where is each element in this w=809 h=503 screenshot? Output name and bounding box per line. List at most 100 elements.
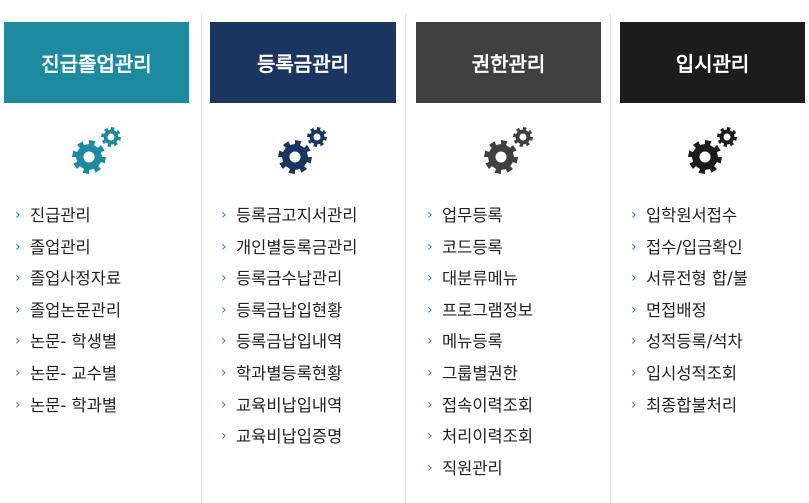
column-divider (201, 14, 202, 503)
menu-item-label: 입학원서접수 (646, 206, 738, 225)
menu-item-label: 졸업관리 (30, 237, 91, 257)
small-gear-hole (519, 133, 526, 141)
menu-item[interactable]: › 접속이력조회 (416, 390, 601, 422)
chevron-right-icon: › (221, 428, 227, 445)
menu-item[interactable]: › 입학원서접수 (620, 200, 805, 232)
menu-item-label: 서류전형 합/불 (646, 269, 748, 289)
menu-item-label: 논문- 학생별 (30, 332, 118, 352)
menu-list-admission: › 입학원서접수 › 접수/입금확인 › 서류전형 합/불 › 면접배정 › 성적등록/석차 › 입시… (620, 200, 805, 421)
chevron-right-icon: › (221, 396, 227, 413)
chevron-right-icon: › (427, 428, 433, 445)
menu-list-tuition: › 등록금고지서관리 › 개인별등록금관리 › 등록금수납관리 › 등록금납입현황 › 등록금납입… (210, 200, 396, 453)
menu-item[interactable]: › 메뉴등록 (416, 326, 601, 358)
large-gear-hole (83, 151, 94, 163)
menu-item-label: 논문- 교수별 (30, 363, 118, 383)
large-gear-hole (289, 151, 301, 163)
menu-item-label: 논문- 학과별 (30, 395, 118, 415)
menu-item[interactable]: › 처리이력조회 (416, 421, 601, 453)
gears-icon (620, 126, 805, 176)
menu-item[interactable]: › 등록금수납관리 (210, 263, 396, 295)
menu-item-label: 대분류메뉴 (442, 269, 518, 289)
chevron-right-icon: › (221, 207, 227, 223)
menu-item[interactable]: › 성적등록/석차 (620, 326, 805, 358)
menu-item[interactable]: › 졸업논문관리 (4, 295, 189, 327)
menu-item[interactable]: › 논문- 교수별 (4, 358, 189, 390)
gears-icon (4, 126, 189, 176)
menu-item[interactable]: › 직원관리 (416, 453, 601, 485)
chevron-right-icon: › (427, 333, 433, 350)
menu-item[interactable]: › 접수/입금확인 (620, 232, 805, 264)
menu-item[interactable]: › 진급관리 (4, 200, 189, 232)
menu-item-label: 개인별등록금관리 (236, 237, 358, 257)
menu-item-label: 등록금고지서관리 (236, 206, 358, 225)
chevron-right-icon: › (221, 238, 227, 255)
small-gear-hole (723, 133, 730, 141)
chevron-right-icon: › (631, 396, 637, 413)
menu-item-label: 등록금납입내역 (236, 332, 343, 352)
menu-item[interactable]: › 졸업사정자료 (4, 263, 189, 295)
header-permission[interactable]: 권한관리 (416, 22, 601, 103)
menu-item[interactable]: › 논문- 학생별 (4, 326, 189, 358)
menu-item-label: 처리이력조회 (442, 427, 534, 447)
menu-item-label: 면접배정 (646, 300, 707, 320)
menu-item-label: 업무등록 (442, 206, 503, 225)
menu-item[interactable]: › 면접배정 (620, 295, 805, 327)
menu-item[interactable]: › 프로그램정보 (416, 295, 601, 327)
menu-item[interactable]: › 학과별등록현황 (210, 358, 396, 390)
column-graduation: 진급졸업관리 › 진급관리 › 졸업관리 › 졸업사정자료 › 졸업논문관리 › 논문- 학생별 ›… (4, 0, 189, 503)
chevron-right-icon: › (631, 207, 637, 223)
menu-item[interactable]: › 코드등록 (416, 232, 601, 264)
column-tuition: 등록금관리 › 등록금고지서관리 › 개인별등록금관리 › 등록금수납관리 › 등록금납입현황… (210, 0, 396, 503)
chevron-right-icon: › (15, 301, 21, 318)
chevron-right-icon: › (427, 459, 433, 476)
menu-item[interactable]: › 최종합불처리 (620, 390, 805, 422)
small-gear-hole (107, 133, 114, 141)
header-tuition[interactable]: 등록금관리 (210, 22, 396, 103)
menu-item[interactable]: › 서류전형 합/불 (620, 263, 805, 295)
menu-item[interactable]: › 교육비납입증명 (210, 421, 396, 453)
chevron-right-icon: › (15, 207, 21, 223)
menu-item[interactable]: › 등록금고지서관리 (210, 200, 396, 232)
chevron-right-icon: › (221, 270, 227, 287)
menu-item-label: 졸업논문관리 (30, 300, 122, 320)
menu-item-label: 졸업사정자료 (30, 269, 122, 289)
menu-item-label: 접수/입금확인 (646, 237, 743, 257)
menu-item[interactable]: › 그룹별권한 (416, 358, 601, 390)
menu-item-label: 최종합불처리 (646, 395, 738, 415)
header-graduation[interactable]: 진급졸업관리 (4, 22, 189, 103)
gears-icon (416, 126, 601, 176)
small-gear-hole (313, 133, 321, 141)
chevron-right-icon: › (15, 364, 21, 381)
menu-item[interactable]: › 입시성적조회 (620, 358, 805, 390)
chevron-right-icon: › (631, 238, 637, 255)
menu-item[interactable]: › 대분류메뉴 (416, 263, 601, 295)
menu-item-label: 교육비납입내역 (236, 395, 343, 415)
menu-item-label: 코드등록 (442, 237, 503, 257)
column-permission: 권한관리 › 업무등록 › 코드등록 › 대분류메뉴 › 프로그램정보 › 메뉴등록 › 그룹별권한 ›… (416, 0, 601, 503)
chevron-right-icon: › (221, 301, 227, 318)
header-admission[interactable]: 입시관리 (620, 22, 805, 103)
chevron-right-icon: › (427, 364, 433, 381)
menu-item[interactable]: › 개인별등록금관리 (210, 232, 396, 264)
chevron-right-icon: › (427, 270, 433, 287)
chevron-right-icon: › (631, 270, 637, 287)
chevron-right-icon: › (427, 396, 433, 413)
chevron-right-icon: › (15, 270, 21, 287)
menu-item[interactable]: › 교육비납입내역 (210, 390, 396, 422)
menu-item[interactable]: › 업무등록 (416, 200, 601, 232)
menu-item-label: 프로그램정보 (442, 300, 534, 320)
menu-item-label: 등록금수납관리 (236, 269, 343, 289)
menu-list-permission: › 업무등록 › 코드등록 › 대분류메뉴 › 프로그램정보 › 메뉴등록 › 그룹별권한 › 접속이력조… (416, 200, 601, 484)
menu-item-label: 진급관리 (30, 206, 91, 225)
chevron-right-icon: › (15, 396, 21, 413)
menu-item[interactable]: › 논문- 학과별 (4, 390, 189, 422)
menu-item-label: 성적등록/석차 (646, 332, 743, 352)
menu-item[interactable]: › 등록금납입내역 (210, 326, 396, 358)
column-admission: 입시관리 › 입학원서접수 › 접수/입금확인 › 서류전형 합/불 › 면접배정 › 성적등록/… (620, 0, 805, 503)
menu-item[interactable]: › 졸업관리 (4, 232, 189, 264)
menu-item[interactable]: › 등록금납입현황 (210, 295, 396, 327)
menu-item-label: 학과별등록현황 (236, 363, 343, 383)
menu-item-label: 등록금납입현황 (236, 300, 343, 320)
menu-item-label: 접속이력조회 (442, 395, 534, 415)
